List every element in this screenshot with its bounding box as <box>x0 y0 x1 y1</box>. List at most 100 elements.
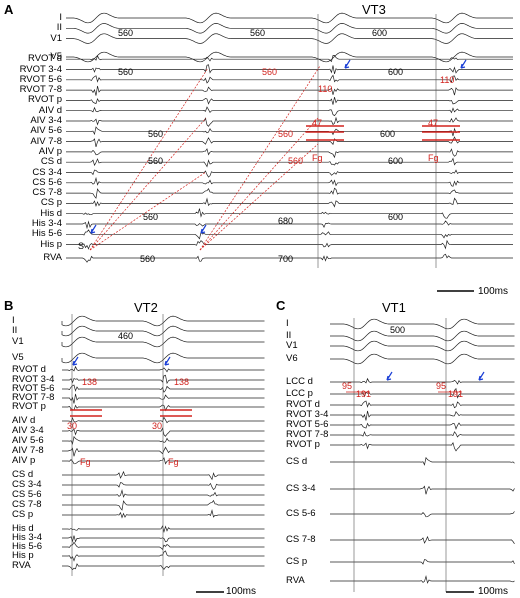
lead-label-v1: V1 <box>12 336 24 347</box>
lead-label-aiv-5-6: AIV 5-6 <box>30 125 62 137</box>
lead-label-rvot-7-8: RVOT 7-8 <box>12 392 55 403</box>
lead-label-rva: RVA <box>12 560 31 571</box>
a-aiv-interval-1: 560 <box>148 129 164 139</box>
panel-a-label: A <box>4 2 14 17</box>
a-ii-interval-3: 600 <box>372 28 388 38</box>
lead-label-v5: V5 <box>50 51 62 62</box>
trace-i <box>330 318 515 330</box>
panel-c-title: VT1 <box>382 300 406 315</box>
a-cs-interval-2: 560 <box>288 156 304 166</box>
lead-label-his-3-4: His 3-4 <box>12 532 43 543</box>
trace-v6 <box>330 353 515 365</box>
a-aiv-interval-3: 600 <box>380 129 396 139</box>
a-his-interval-3: 600 <box>388 212 404 222</box>
b-red-label-138-1: 138 <box>82 377 98 387</box>
trace-his-d <box>66 208 513 219</box>
trace-his-3-4 <box>66 220 513 230</box>
blue-arrow <box>164 356 171 366</box>
conduction-arrow <box>89 117 207 251</box>
lead-label-aiv-d: AIV d <box>38 104 62 116</box>
b-red-label-138-2: 138 <box>174 377 190 387</box>
lead-label-rvot-3-4: RVOT 3-4 <box>12 374 55 385</box>
lead-label-aiv-d: AIV d <box>12 415 36 426</box>
lead-label-rvot-7-8: RVOT 7-8 <box>286 429 329 440</box>
panel-c-traces <box>330 318 515 593</box>
lead-label-cs-d: CS d <box>286 456 308 467</box>
lead-label-cs-3-4: CS 3-4 <box>32 166 62 178</box>
a-v5-interval-3: 600 <box>388 67 404 77</box>
trace-cs-7-8 <box>330 535 515 544</box>
lead-label-rvot-3-4: RVOT 3-4 <box>19 63 62 75</box>
lead-label-aiv-3-4: AIV 3-4 <box>12 425 44 436</box>
lead-label-his-p: His p <box>12 550 34 561</box>
a-ii-interval-2: 560 <box>250 28 266 38</box>
blue-arrow <box>200 224 207 234</box>
trace-rvot-d <box>66 55 513 63</box>
lead-label-v1: V1 <box>286 340 298 351</box>
lead-label-cs-5-6: CS 5-6 <box>286 508 316 519</box>
lead-label-aiv-p: AIV p <box>12 455 36 466</box>
lead-label-cs-p: CS p <box>40 197 62 209</box>
a-v5-interval-2: 560 <box>262 67 278 77</box>
trace-rvot-7-8 <box>330 431 515 438</box>
c-red-label-95-2: 95 <box>436 381 447 391</box>
lead-label-rvot-d: RVOT d <box>12 364 46 375</box>
trace-v1 <box>330 340 515 352</box>
lead-label-his-d: His d <box>12 523 34 534</box>
lead-label-his-3-4: His 3-4 <box>31 218 62 229</box>
trace-cs-3-4 <box>330 485 515 495</box>
lead-label-ii: II <box>12 325 18 336</box>
lead-label-aiv-5-6: AIV 5-6 <box>12 435 44 446</box>
trace-ii <box>330 330 515 342</box>
conduction-arrow <box>199 65 321 251</box>
blue-arrow <box>344 59 351 69</box>
trace-ii <box>66 23 513 34</box>
lead-label-i: I <box>59 12 62 23</box>
trace-aiv-p <box>66 148 513 159</box>
lead-label-rvot-d: RVOT d <box>28 53 62 65</box>
a-cs-interval-3: 600 <box>388 156 404 166</box>
b-interval: 460 <box>118 331 134 341</box>
blue-arrow <box>478 371 485 381</box>
lead-label-his-d: His d <box>40 207 62 219</box>
lead-label-aiv-p: AIV p <box>38 145 62 157</box>
trace-lcc-d <box>330 377 515 385</box>
panel-c-label: C <box>276 298 286 313</box>
trace-cs-d <box>66 157 513 168</box>
a-rva-interval-1: 560 <box>140 254 156 264</box>
b-red-label-30-2: 30 <box>152 421 163 431</box>
lead-label-aiv-7-8: AIV 7-8 <box>30 135 62 147</box>
trace-aiv-d <box>66 106 513 117</box>
c-scale-label: 100ms <box>478 586 509 597</box>
lead-label-rva: RVA <box>286 575 305 586</box>
lead-label-rvot-3-4: RVOT 3-4 <box>286 409 329 420</box>
lead-label-v6: V6 <box>286 353 298 364</box>
lead-label-i: I <box>286 318 289 329</box>
blue-arrow <box>460 59 467 69</box>
lead-label-lcc-d: LCC d <box>286 376 313 387</box>
panel-c: C VT1 I II V1 V6 LCC d LCC p RVOT d RVOT 3-4 RVO… <box>270 298 520 598</box>
a-red-label-110-1: 110 <box>318 84 333 94</box>
trace-rvot-p <box>330 441 515 452</box>
lead-label-v5: V5 <box>12 352 24 363</box>
a-stim-label: S <box>78 241 85 251</box>
blue-arrow <box>90 224 97 234</box>
lead-label-v1: V1 <box>50 32 62 44</box>
trace-i <box>61 315 265 327</box>
trace-i <box>66 12 513 24</box>
lead-label-aiv-3-4: AIV 3-4 <box>30 115 62 126</box>
lead-label-cs-7-8: CS 7-8 <box>12 499 42 510</box>
c-interval: 500 <box>390 325 406 335</box>
a-red-label-47-2: 47 <box>428 118 439 128</box>
lead-label-his-5-6: His 5-6 <box>31 228 62 240</box>
trace-cs-5-6 <box>330 511 515 518</box>
a-his-interval-1: 560 <box>143 212 159 222</box>
trace-rva <box>66 253 513 263</box>
trace-his-5-6 <box>66 229 513 240</box>
a-red-label-47-1: 47 <box>312 118 323 128</box>
trace-v5 <box>66 51 513 63</box>
b-fg-label-1: Fg <box>80 457 91 467</box>
trace-rvot-7-8 <box>66 85 513 96</box>
a-cs-interval-1: 560 <box>148 156 164 166</box>
conduction-arrow <box>89 67 209 251</box>
